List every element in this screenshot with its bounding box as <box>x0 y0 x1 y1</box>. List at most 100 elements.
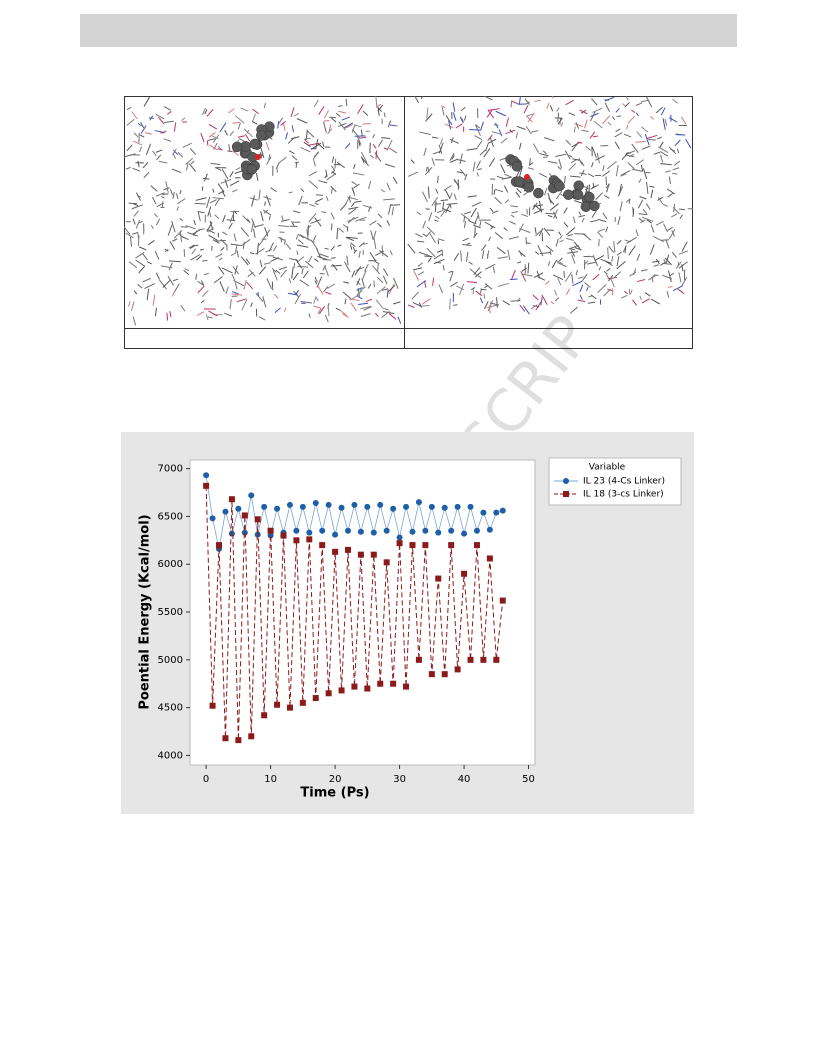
bond <box>621 152 629 161</box>
bond <box>480 288 487 291</box>
bond <box>389 250 393 256</box>
bond <box>570 175 581 178</box>
bond <box>133 210 139 217</box>
bond <box>521 273 533 277</box>
bond <box>486 304 498 309</box>
bond <box>427 186 430 199</box>
bond <box>579 172 587 175</box>
bond <box>597 284 607 294</box>
bond <box>245 258 251 265</box>
bond <box>509 220 516 225</box>
x-tick-label: 50 <box>522 774 535 785</box>
point <box>241 529 248 536</box>
bond <box>563 175 566 184</box>
bond <box>496 175 504 179</box>
bond <box>669 272 675 277</box>
point <box>377 501 384 508</box>
bond <box>501 176 512 180</box>
bond <box>618 183 622 196</box>
bond <box>449 298 451 310</box>
bond <box>234 115 245 124</box>
bond <box>185 225 196 230</box>
bond <box>135 192 141 201</box>
bond <box>183 269 190 275</box>
bond <box>635 159 645 166</box>
bond <box>285 243 292 250</box>
point <box>338 504 345 511</box>
bond <box>234 244 238 253</box>
bond <box>466 242 471 246</box>
bond <box>285 132 289 140</box>
bond <box>313 159 316 167</box>
bond <box>473 232 478 239</box>
y-tick-label: 6000 <box>158 559 183 570</box>
bond <box>172 191 175 199</box>
bond <box>592 107 603 113</box>
bond <box>212 188 215 193</box>
bond <box>442 201 445 210</box>
bond <box>356 286 363 291</box>
bond <box>172 153 177 159</box>
bond <box>431 196 438 207</box>
bond <box>229 130 234 137</box>
bond <box>532 143 540 153</box>
bond <box>515 132 518 139</box>
bond <box>300 188 305 193</box>
bond <box>374 313 379 317</box>
bond <box>228 222 233 230</box>
bond <box>659 151 669 157</box>
bond <box>483 96 493 101</box>
bond <box>659 262 666 266</box>
bond <box>347 216 355 224</box>
bond <box>480 288 482 294</box>
bond <box>325 196 329 202</box>
atom <box>249 138 261 150</box>
bond <box>321 211 327 214</box>
point <box>480 656 487 663</box>
bond <box>607 247 609 260</box>
point <box>383 559 390 566</box>
bond <box>300 147 311 153</box>
point <box>461 530 468 537</box>
bond <box>510 100 513 108</box>
bond <box>435 215 440 220</box>
bond <box>331 165 336 171</box>
bond <box>392 176 398 184</box>
bond <box>572 216 576 224</box>
bond <box>444 123 454 129</box>
atom <box>256 130 267 141</box>
bond <box>221 267 233 274</box>
bond <box>666 290 670 298</box>
bond <box>642 216 654 222</box>
bond <box>532 294 539 301</box>
bond <box>679 208 686 211</box>
bond <box>158 160 168 164</box>
bond <box>449 152 455 161</box>
bond <box>640 164 644 172</box>
bond <box>163 187 170 191</box>
bond <box>287 136 296 144</box>
point <box>409 528 416 535</box>
bond <box>166 312 169 321</box>
bond <box>475 124 481 129</box>
point <box>454 666 461 673</box>
bond <box>264 201 266 206</box>
bond <box>151 196 157 205</box>
bond <box>132 231 138 235</box>
bond <box>343 281 350 284</box>
bond <box>296 250 299 256</box>
bond <box>616 251 622 256</box>
bond <box>254 224 264 228</box>
bond <box>579 284 584 293</box>
bond <box>494 232 504 240</box>
chart: Time (Ps) Poential Energy (Kcal/mol) Var… <box>121 432 694 814</box>
bond <box>488 157 496 167</box>
bond <box>672 98 679 104</box>
bond <box>486 109 493 118</box>
bond <box>585 286 589 292</box>
bond <box>581 273 588 283</box>
bond <box>203 177 210 180</box>
bond <box>528 158 531 166</box>
bond <box>449 138 459 144</box>
point <box>467 656 474 663</box>
